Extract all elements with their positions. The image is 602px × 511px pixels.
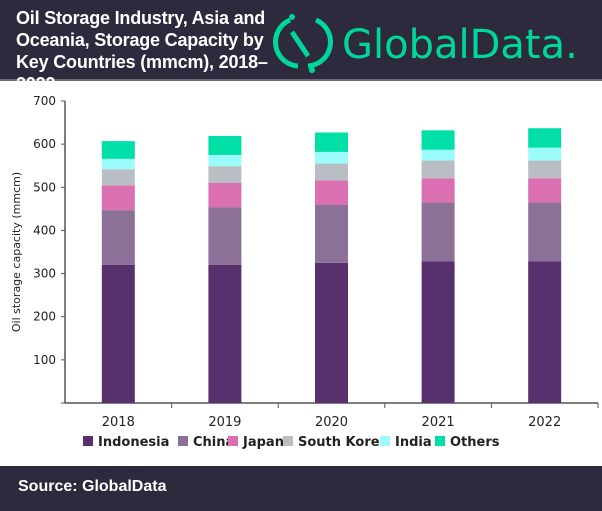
chart-title: Oil Storage Industry, Asia and Oceania, … [16, 8, 268, 94]
bar-segment-india [208, 154, 242, 167]
bar-segment-south-korea [101, 169, 135, 186]
bar-segment-india [421, 149, 455, 161]
legend-label: Indonesia [98, 435, 169, 450]
bar-segment-china [528, 202, 562, 262]
bar-segment-india [101, 158, 135, 170]
legend-swatch [178, 436, 188, 446]
bar-segment-south-korea [315, 163, 348, 181]
legend-swatch [435, 436, 445, 446]
bar-segment-indonesia [208, 264, 242, 403]
bar-segment-indonesia [528, 261, 562, 403]
bar-segment-south-korea [528, 160, 562, 179]
stacked-bar-chart: 100 200 300 400 500 600 700 Oil storage capacit… [10, 94, 599, 450]
legend-label: Japan [242, 435, 284, 450]
bar-segment-china [208, 207, 242, 265]
bar-segment-india [528, 147, 562, 161]
bar-segment-others [101, 141, 135, 159]
bar-segment-others [208, 135, 242, 155]
y-axis-label: Oil storage capacity (mmcm) [10, 172, 23, 332]
bar-segment-indonesia [101, 264, 135, 403]
y-tick-label: 100 [33, 353, 56, 367]
bar-segment-japan [315, 180, 348, 205]
bar-segment-china [101, 210, 135, 265]
bar-segment-india [315, 151, 348, 164]
bar-segment-japan [421, 178, 455, 203]
x-tick-label: 2018 [102, 415, 135, 430]
legend-swatch [283, 436, 293, 446]
chart-footer: Source: GlobalData [0, 466, 602, 511]
y-tick-label: 600 [33, 137, 56, 151]
x-tick-label: 2022 [528, 415, 561, 430]
chart-header: Oil Storage Industry, Asia and Oceania, … [0, 0, 602, 94]
source-label: Source: GlobalData [18, 478, 167, 495]
bar-segment-china [421, 202, 455, 262]
legend-label: South Korea [298, 435, 388, 450]
bar-segment-others [315, 132, 348, 152]
bar-segment-china [315, 204, 348, 263]
x-tick-label: 2020 [315, 415, 348, 430]
legend-swatch [228, 436, 238, 446]
bar-segment-indonesia [315, 262, 348, 403]
y-tick-label: 300 [33, 267, 56, 281]
y-tick-label: 200 [33, 310, 56, 324]
x-tick-label: 2019 [208, 415, 241, 430]
legend-label: China [193, 435, 234, 450]
legend-swatch [380, 436, 390, 446]
y-tick-label: 500 [33, 180, 56, 194]
bar-segment-japan [208, 182, 242, 208]
x-tick-label: 2021 [422, 415, 455, 430]
bar-segment-south-korea [208, 166, 242, 183]
bar-segment-others [421, 130, 455, 150]
legend-label: Others [450, 435, 500, 450]
bar-segment-indonesia [421, 261, 455, 403]
y-tick-label: 700 [33, 94, 56, 108]
svg-text:GlobalData.: GlobalData. [342, 22, 578, 68]
bar-segment-japan [101, 185, 135, 211]
legend-label: India [395, 435, 432, 450]
y-tick-label: 400 [33, 223, 56, 237]
bar-segment-others [528, 128, 562, 148]
globaldata-logo: GlobalData. [272, 14, 578, 73]
legend-swatch [83, 436, 93, 446]
bar-segment-japan [528, 178, 562, 203]
bar-segment-south-korea [421, 160, 455, 179]
